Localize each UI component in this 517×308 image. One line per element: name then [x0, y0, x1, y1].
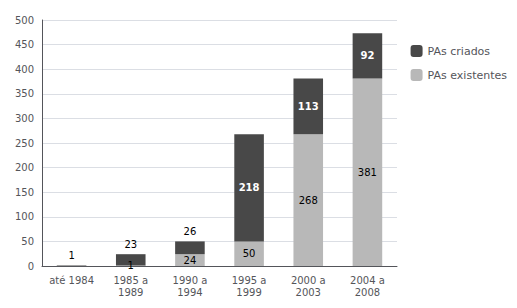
svg-text:50: 50 [243, 248, 256, 259]
svg-text:400: 400 [15, 64, 34, 75]
svg-text:2003: 2003 [296, 287, 321, 298]
svg-text:PAs existentes: PAs existentes [428, 69, 508, 82]
svg-text:1994: 1994 [177, 287, 202, 298]
svg-text:92: 92 [360, 50, 374, 61]
svg-text:150: 150 [15, 187, 34, 198]
svg-text:2000 a: 2000 a [291, 275, 326, 286]
svg-text:100: 100 [15, 211, 34, 222]
svg-text:2008: 2008 [355, 287, 380, 298]
svg-text:23: 23 [124, 239, 137, 250]
svg-text:250: 250 [15, 138, 34, 149]
svg-text:300: 300 [15, 113, 34, 124]
svg-text:1999: 1999 [236, 287, 261, 298]
svg-text:1: 1 [128, 260, 134, 271]
svg-text:50: 50 [21, 236, 34, 247]
svg-text:268: 268 [299, 195, 318, 206]
svg-text:450: 450 [15, 39, 34, 50]
svg-text:1989: 1989 [118, 287, 143, 298]
svg-text:500: 500 [15, 15, 34, 26]
svg-text:200: 200 [15, 162, 34, 173]
svg-text:0: 0 [28, 261, 34, 272]
svg-text:350: 350 [15, 88, 34, 99]
svg-text:1990 a: 1990 a [173, 275, 208, 286]
svg-text:113: 113 [298, 101, 319, 112]
svg-text:1995 a: 1995 a [232, 275, 267, 286]
svg-text:218: 218 [239, 182, 260, 193]
svg-text:1: 1 [68, 250, 74, 261]
svg-text:26: 26 [184, 226, 197, 237]
svg-text:1985 a: 1985 a [113, 275, 148, 286]
svg-text:PAs criados: PAs criados [428, 45, 491, 58]
svg-text:381: 381 [358, 167, 377, 178]
svg-text:24: 24 [184, 255, 197, 266]
svg-text:até 1984: até 1984 [49, 275, 94, 286]
svg-text:2004 a: 2004 a [350, 275, 385, 286]
